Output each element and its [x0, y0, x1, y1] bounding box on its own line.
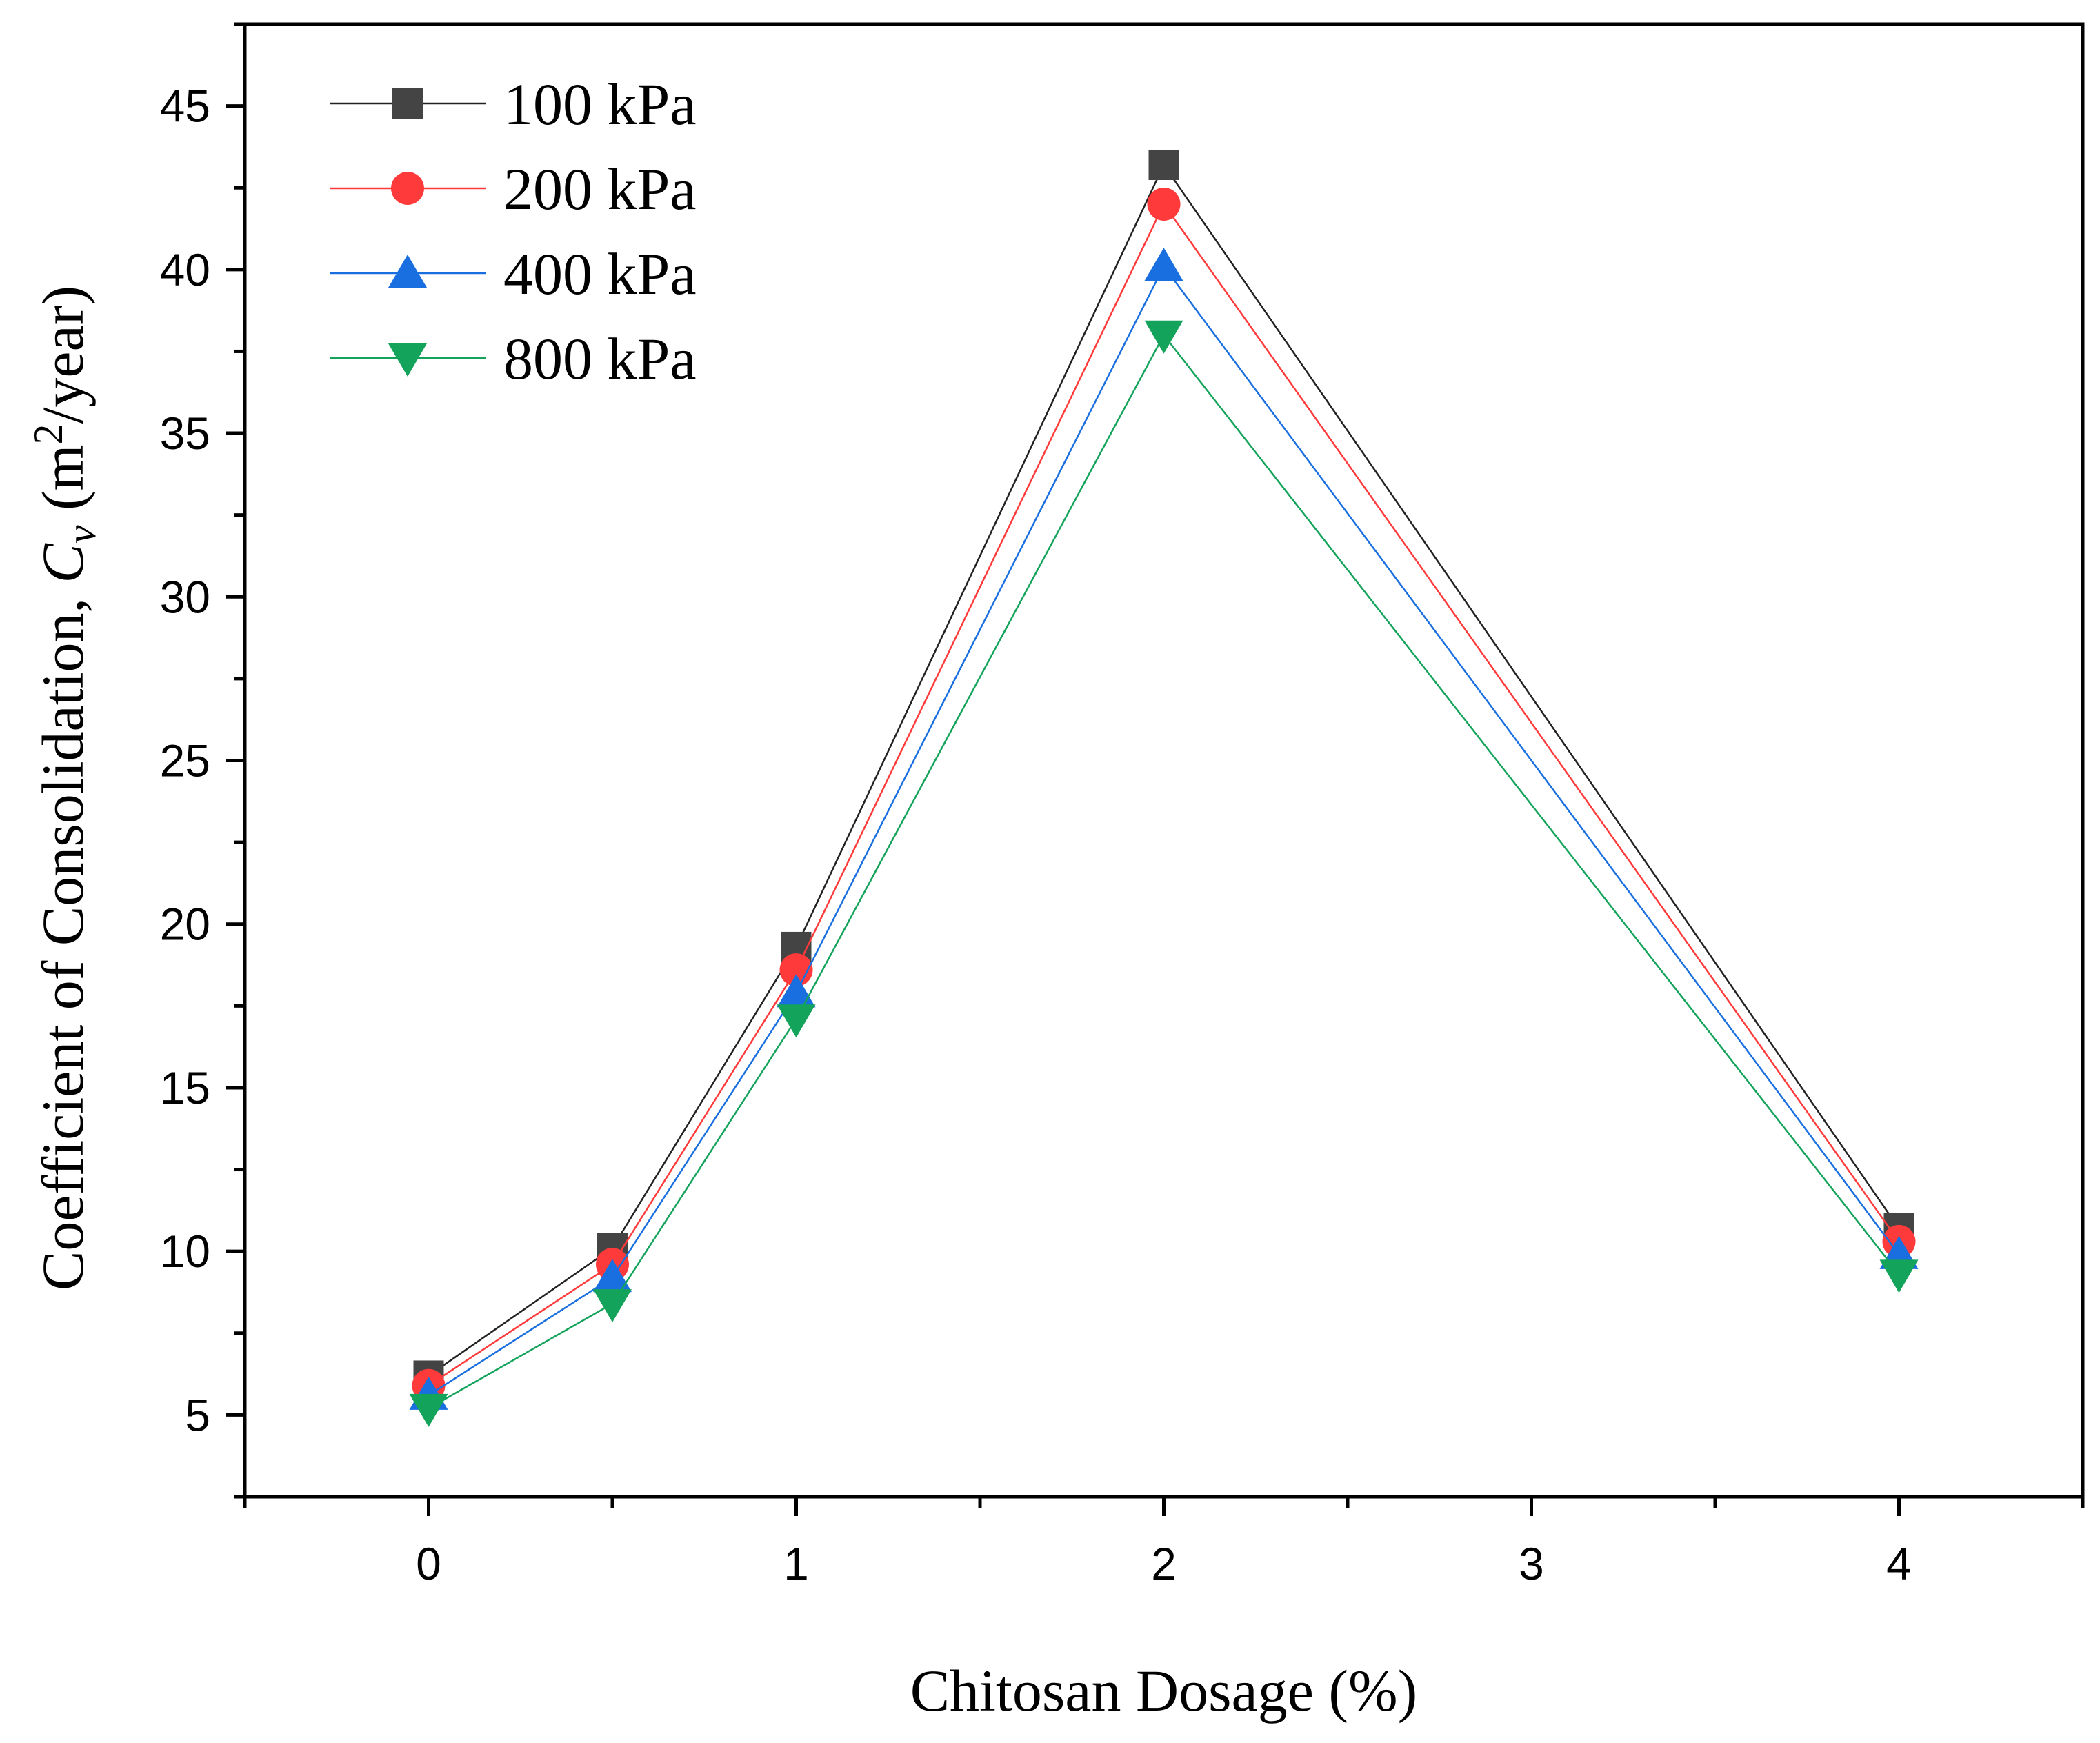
legend-label: 200 kPa [503, 156, 697, 222]
y-tick-label: 45 [160, 81, 210, 132]
series-layer [409, 150, 1919, 1427]
data-point [1147, 187, 1181, 221]
legend-label: 100 kPa [503, 71, 697, 137]
y-tick-label: 40 [160, 244, 210, 295]
series-800-kpa [409, 320, 1919, 1427]
x-tick-label: 3 [1519, 1538, 1544, 1589]
y-tick-label: 15 [160, 1062, 210, 1113]
y-axis-title: Coefficient of Consolidation, Cv (m2/yea… [26, 286, 104, 1291]
y-tick-label: 5 [185, 1389, 210, 1440]
series-line [428, 333, 1900, 1409]
y-axis-title-unit-close: /year) [30, 286, 96, 424]
data-point [777, 1004, 816, 1038]
y-axis-title-symbol: C [30, 543, 96, 584]
y-axis-title-unit-open: (m [30, 444, 96, 525]
y-tick-label: 35 [160, 408, 210, 459]
x-axis-title: Chitosan Dosage (%) [910, 1657, 1418, 1724]
legend-item: 100 kPa [330, 71, 697, 137]
data-point [1879, 1259, 1919, 1293]
y-tick-label: 20 [160, 899, 210, 950]
legend-marker [392, 88, 423, 119]
x-tick-label: 1 [783, 1538, 809, 1589]
y-axis-title-prefix: Coefficient of Consolidation, [30, 584, 96, 1291]
x-tick-label: 2 [1151, 1538, 1177, 1589]
legend-marker [388, 255, 427, 288]
x-axis: 0 1 2 3 4 [243, 1497, 2085, 1589]
y-axis-title-subscript: v [59, 525, 104, 544]
data-point [777, 974, 816, 1008]
x-tick-label: 0 [416, 1538, 441, 1589]
legend-item: 400 kPa [330, 241, 697, 307]
legend-label: 400 kPa [503, 241, 697, 307]
legend-label: 800 kPa [503, 326, 697, 392]
x-tick-label: 4 [1886, 1538, 1912, 1589]
y-axis: 5 10 15 20 25 30 35 40 45 [160, 22, 245, 1499]
series-line [428, 264, 1900, 1396]
series-400-kpa [409, 248, 1919, 1410]
data-point [593, 1259, 632, 1293]
y-tick-label: 10 [160, 1226, 210, 1277]
legend-marker [388, 343, 427, 377]
data-point [1144, 248, 1183, 281]
legend-marker [391, 172, 424, 205]
data-point [593, 1289, 632, 1323]
data-point [409, 1393, 448, 1427]
data-point [1144, 320, 1183, 354]
y-axis-title-superscript: 2 [26, 424, 71, 444]
legend: 100 kPa 200 kPa 400 kPa 800 kPa [330, 71, 697, 392]
legend-item: 200 kPa [330, 156, 697, 222]
data-point [1148, 150, 1179, 181]
legend-item: 800 kPa [330, 326, 697, 392]
y-tick-label: 30 [160, 571, 210, 622]
y-tick-label: 25 [160, 735, 210, 786]
